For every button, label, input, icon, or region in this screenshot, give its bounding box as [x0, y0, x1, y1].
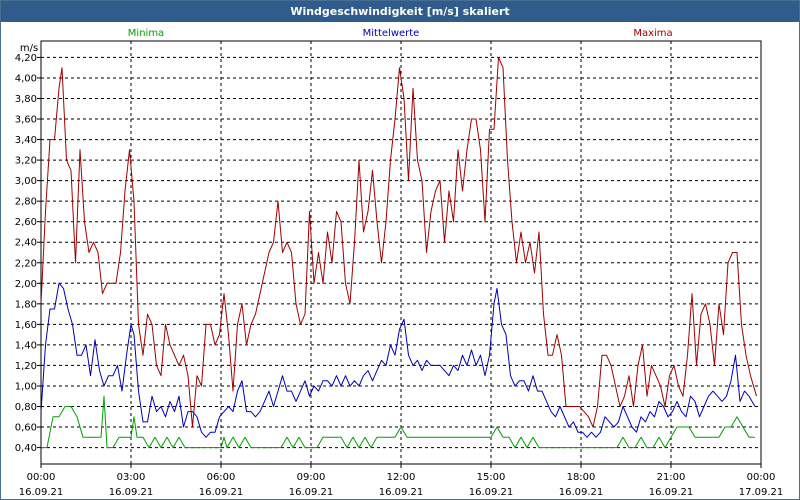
y-tick-label: 1,40 — [15, 340, 37, 351]
x-tick-date: 16.09.21 — [19, 487, 64, 498]
y-tick-label: 2,40 — [15, 238, 37, 249]
x-tick-date: 16.09.21 — [559, 487, 604, 498]
x-tick-time: 15:00 — [477, 472, 506, 483]
x-tick-time: 03:00 — [117, 472, 146, 483]
legend: Minima Mittelwerte Maxima — [128, 28, 673, 39]
y-tick-label: 2,60 — [15, 217, 37, 228]
x-axis-ticks: 00:00 16.09.21 03:00 16.09.21 06:00 16.09.21 0… — [19, 464, 784, 498]
y-tick-label: 2,00 — [15, 279, 37, 290]
legend-entry-maxima: Maxima — [633, 28, 672, 39]
grid-lines — [41, 41, 761, 464]
y-tick-label: 4,00 — [15, 73, 37, 84]
y-tick-label: 3,80 — [15, 94, 37, 105]
x-tick-time: 18:00 — [567, 472, 596, 483]
x-tick-date: 16.09.21 — [199, 487, 244, 498]
legend-entry-mittelwerte: Mittelwerte — [363, 28, 420, 39]
y-tick-label: 4,20 — [15, 53, 37, 64]
x-tick-time: 00:00 — [747, 472, 776, 483]
x-tick-time: 00:00 — [27, 472, 56, 483]
x-tick-time: 12:00 — [387, 472, 416, 483]
y-tick-label: 1,20 — [15, 361, 37, 372]
series-line-minima — [41, 395, 755, 449]
y-tick-label: 3,60 — [15, 115, 37, 126]
y-tick-label: 2,20 — [15, 258, 37, 269]
y-tick-label: 0,60 — [15, 423, 37, 434]
x-tick-time: 09:00 — [297, 472, 326, 483]
series-line-mittelwerte — [40, 282, 756, 438]
y-axis-label: m/s — [20, 43, 38, 54]
x-tick-date: 16.09.21 — [649, 487, 694, 498]
series-lines — [40, 56, 757, 449]
legend-entry-minima: Minima — [128, 28, 164, 39]
y-tick-label: 3,40 — [15, 135, 37, 146]
x-tick-date: 16.09.21 — [289, 487, 334, 498]
x-tick-time: 06:00 — [207, 472, 236, 483]
y-tick-label: 3,20 — [15, 156, 37, 167]
y-tick-label: 3,00 — [15, 176, 37, 187]
x-tick-date: 16.09.21 — [109, 487, 154, 498]
y-tick-label: 0,40 — [15, 443, 37, 454]
x-tick-date: 17.09.21 — [739, 487, 784, 498]
x-tick-time: 21:00 — [657, 472, 686, 483]
series-line-maxima — [40, 56, 757, 428]
y-tick-label: 1,80 — [15, 299, 37, 310]
x-tick-date: 16.09.21 — [469, 487, 514, 498]
y-tick-label: 0,80 — [15, 402, 37, 413]
y-tick-label: 2,80 — [15, 197, 37, 208]
window-title: Windgeschwindigkeit [m/s] skaliert — [1, 1, 799, 22]
y-tick-label: 1,00 — [15, 381, 37, 392]
x-tick-date: 16.09.21 — [379, 487, 424, 498]
y-tick-label: 1,60 — [15, 320, 37, 331]
y-axis-ticks: 0,40 0,60 0,80 1,00 1,20 1,40 1,60 1,80 2,00 2,20… — [15, 53, 41, 454]
